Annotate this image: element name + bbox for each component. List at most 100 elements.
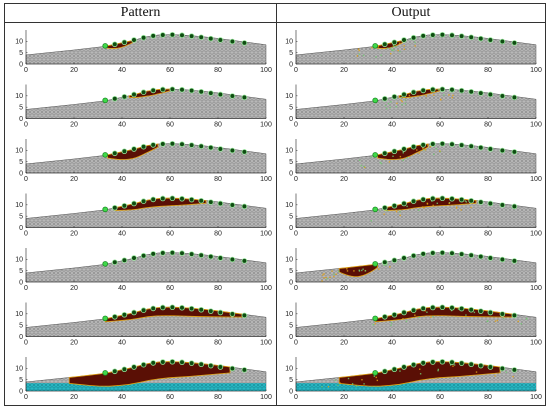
x-tick-label: 0 xyxy=(294,231,298,238)
sensor-marker xyxy=(179,86,185,93)
sensor-marker xyxy=(511,94,518,101)
speckle-mark xyxy=(387,103,390,105)
speckle-mark xyxy=(512,375,514,378)
y-tick-label: 0 xyxy=(19,61,23,68)
sensor-marker xyxy=(208,199,214,205)
x-tick-label: 40 xyxy=(388,231,396,238)
speckle-mark xyxy=(339,382,341,384)
speckle-mark xyxy=(391,49,393,51)
speckle-mark xyxy=(386,47,389,49)
speckle-mark xyxy=(384,105,387,107)
speckle-mark xyxy=(327,386,330,388)
speckle-mark xyxy=(437,89,440,91)
x-tick-label: 20 xyxy=(340,340,348,347)
sensor-marker xyxy=(229,147,236,154)
speckle-mark xyxy=(403,48,406,50)
panel-pattern-row-1: 0 20 40 60 80 100 0 5 10 xyxy=(15,30,272,74)
sensor-marker xyxy=(410,361,417,368)
speckle-mark xyxy=(414,41,416,44)
sensor-marker xyxy=(131,255,137,261)
sensor-marker xyxy=(241,40,248,46)
x-tick-label: 0 xyxy=(24,340,28,347)
sensor-marker xyxy=(150,196,157,203)
sensor-marker xyxy=(179,141,185,148)
speckle-mark xyxy=(371,47,373,49)
x-tick-label: 80 xyxy=(214,285,222,292)
speckle-mark xyxy=(419,368,421,370)
x-tick-label: 60 xyxy=(166,231,174,238)
speckle-mark xyxy=(379,161,382,164)
sensor-marker xyxy=(511,367,518,373)
speckle-mark xyxy=(390,101,392,103)
sensor-marker xyxy=(188,87,195,94)
speckle-mark xyxy=(409,96,412,98)
speckle-mark xyxy=(321,280,323,282)
sensor-marker xyxy=(208,308,214,314)
sensor-marker xyxy=(160,304,166,311)
speckle-mark xyxy=(465,201,468,203)
x-tick-label: 60 xyxy=(166,176,174,183)
x-tick-label: 60 xyxy=(166,285,174,292)
sensor-marker xyxy=(169,304,176,311)
sensor-marker xyxy=(429,86,436,93)
sensor-marker xyxy=(217,200,224,207)
sensor-marker xyxy=(229,38,236,45)
sensor-marker xyxy=(241,367,248,373)
panel-pattern-row-2: 0 20 40 60 80 100 0 5 10 xyxy=(15,84,272,129)
sensor-marker xyxy=(229,365,236,372)
speckle-mark xyxy=(423,149,425,151)
sensor-marker xyxy=(420,33,427,39)
sensor-marker xyxy=(188,33,195,39)
x-tick-label: 80 xyxy=(484,231,492,238)
y-tick-label: 0 xyxy=(289,61,293,68)
speckle-mark xyxy=(378,210,381,212)
speckle-mark xyxy=(376,379,379,382)
y-tick-label: 5 xyxy=(289,323,293,330)
speckle-mark xyxy=(402,159,404,162)
sensor-marker xyxy=(401,91,407,98)
x-tick-label: 0 xyxy=(294,340,298,347)
x-tick-label: 100 xyxy=(260,122,272,129)
sensor-marker xyxy=(241,149,248,155)
sensor-marker xyxy=(511,312,518,319)
sensor-marker xyxy=(429,304,436,311)
sensor-marker xyxy=(169,358,176,365)
speckle-mark xyxy=(334,379,337,381)
sensor-marker xyxy=(511,149,518,155)
speckle-mark xyxy=(361,379,363,381)
speckle-mark xyxy=(505,371,508,373)
sensor-marker xyxy=(169,86,176,93)
sensor-marker xyxy=(487,200,494,207)
speckle-mark xyxy=(393,49,395,51)
sensor-marker xyxy=(429,32,436,38)
speckle-mark xyxy=(362,268,364,270)
x-tick-label: 0 xyxy=(24,122,28,129)
speckle-mark xyxy=(325,276,327,279)
x-tick-label: 100 xyxy=(530,340,542,347)
sensor-marker xyxy=(401,146,407,152)
speckle-mark xyxy=(520,323,522,325)
sensor-marker xyxy=(198,88,205,95)
x-tick-label: 40 xyxy=(388,67,396,74)
x-tick-label: 20 xyxy=(70,285,78,292)
speckle-mark xyxy=(380,162,383,165)
speckle-mark xyxy=(402,152,404,154)
x-tick-label: 80 xyxy=(484,394,492,401)
sensor-marker xyxy=(208,144,214,151)
y-tick-label: 5 xyxy=(289,214,293,221)
x-tick-label: 0 xyxy=(24,285,28,292)
y-tick-label: 5 xyxy=(289,105,293,112)
speckle-mark xyxy=(457,308,460,310)
sensor-marker xyxy=(372,261,379,267)
x-tick-label: 20 xyxy=(340,394,348,401)
y-tick-label: 5 xyxy=(19,105,23,112)
speckle-mark xyxy=(337,384,339,387)
y-tick-label: 10 xyxy=(285,366,293,373)
sensor-marker xyxy=(102,97,108,104)
x-tick-label: 100 xyxy=(260,231,272,238)
speckle-mark xyxy=(422,147,424,149)
x-tick-label: 100 xyxy=(260,394,272,401)
sensor-marker xyxy=(381,368,388,375)
slope-body xyxy=(295,143,537,174)
speckle-mark xyxy=(502,317,505,320)
